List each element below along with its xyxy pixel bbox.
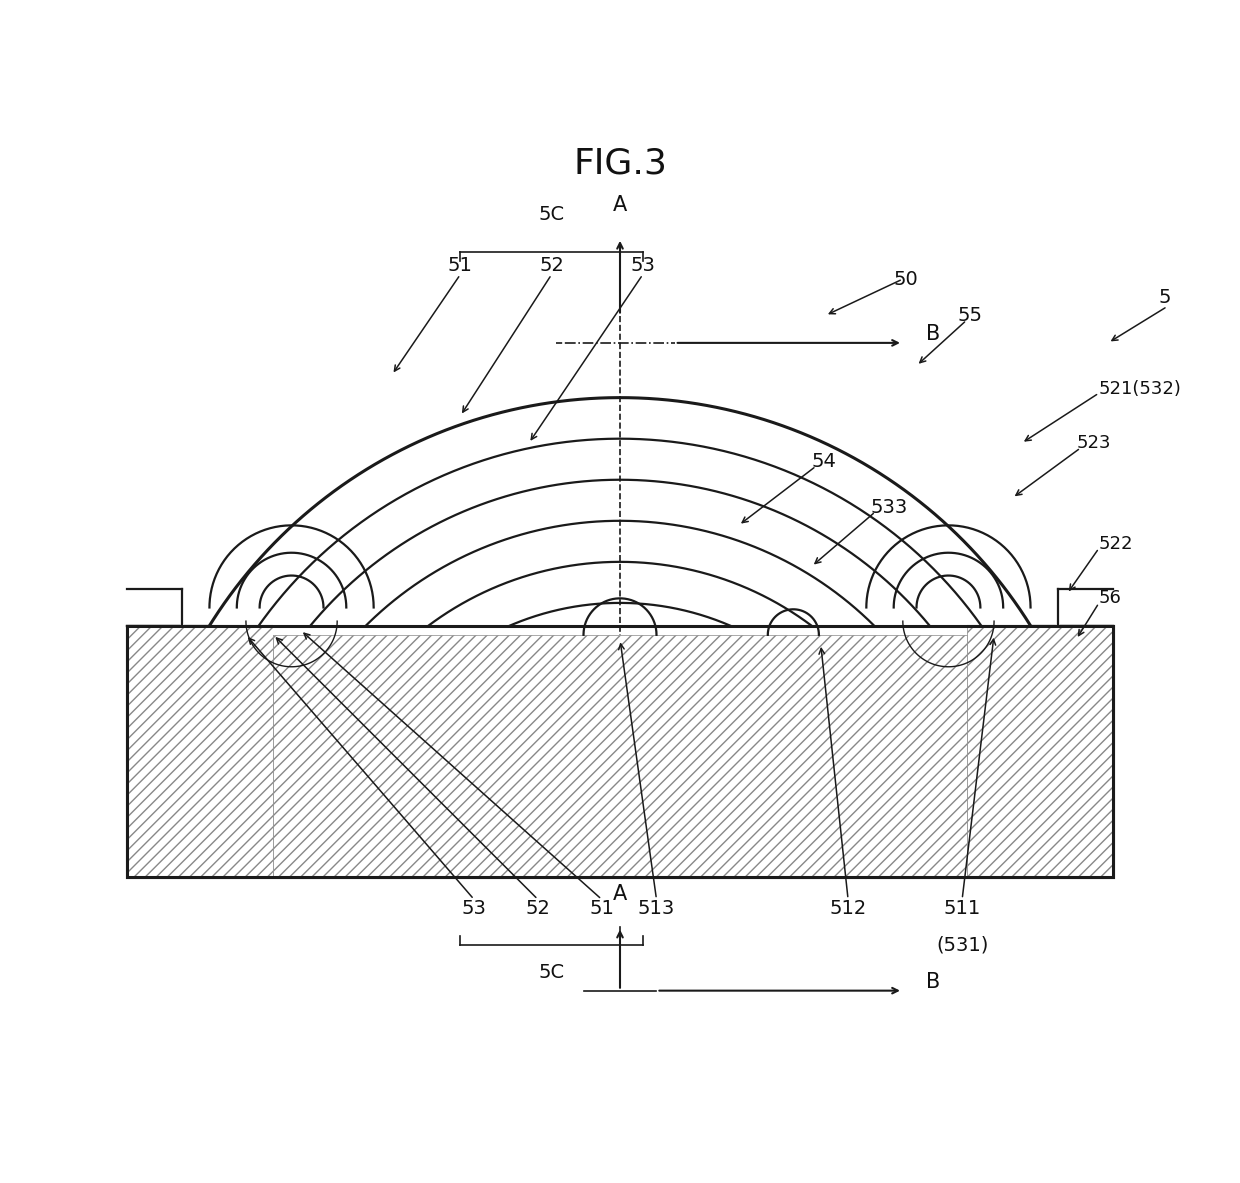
Text: 50: 50 — [894, 270, 919, 289]
Polygon shape — [967, 626, 1112, 877]
Text: 54: 54 — [812, 452, 837, 471]
Polygon shape — [128, 626, 273, 877]
Text: 513: 513 — [637, 899, 675, 918]
Text: 5C: 5C — [538, 206, 564, 225]
Text: 511: 511 — [944, 899, 981, 918]
Text: 5C: 5C — [538, 963, 564, 982]
Text: 56: 56 — [1099, 589, 1122, 607]
Text: 512: 512 — [830, 899, 867, 918]
Text: A: A — [613, 884, 627, 904]
Text: 53: 53 — [630, 256, 655, 274]
Text: 52: 52 — [526, 899, 551, 918]
Polygon shape — [273, 635, 967, 877]
Text: (531): (531) — [936, 936, 988, 955]
Text: FIG.3: FIG.3 — [573, 147, 667, 181]
Text: 52: 52 — [539, 256, 564, 274]
Text: 53: 53 — [461, 899, 486, 918]
Text: 521(532): 521(532) — [1099, 380, 1182, 397]
Text: 522: 522 — [1099, 535, 1133, 552]
Text: 533: 533 — [870, 498, 908, 517]
Text: B: B — [925, 324, 940, 344]
Bar — [273, 616, 967, 635]
Text: 51: 51 — [448, 256, 472, 274]
Text: A: A — [613, 195, 627, 215]
Text: B: B — [925, 971, 940, 991]
Text: 5: 5 — [1158, 287, 1171, 306]
Text: 51: 51 — [589, 899, 614, 918]
Text: 523: 523 — [1076, 434, 1111, 452]
Bar — [128, 626, 1112, 877]
Bar — [128, 626, 1112, 877]
Text: 55: 55 — [957, 306, 982, 325]
